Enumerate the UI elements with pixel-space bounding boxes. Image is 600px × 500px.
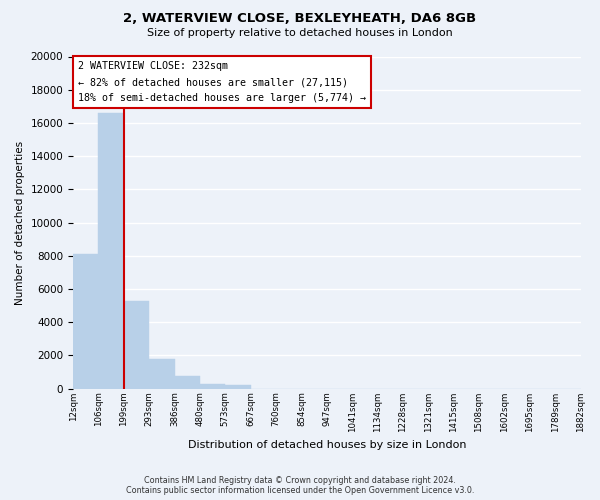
Y-axis label: Number of detached properties: Number of detached properties (15, 140, 25, 304)
Text: Size of property relative to detached houses in London: Size of property relative to detached ho… (147, 28, 453, 38)
Bar (124, 300, 149, 388)
Text: 2, WATERVIEW CLOSE, BEXLEYHEATH, DA6 8GB: 2, WATERVIEW CLOSE, BEXLEYHEATH, DA6 8GB (124, 12, 476, 26)
Bar (200, 384, 225, 388)
Bar (73, 254, 98, 388)
X-axis label: Distribution of detached houses by size in London: Distribution of detached houses by size … (188, 440, 466, 450)
Bar (149, 358, 175, 388)
Bar (175, 376, 200, 388)
Bar (225, 385, 251, 388)
Bar (98, 113, 124, 388)
Text: 2 WATERVIEW CLOSE: 232sqm
← 82% of detached houses are smaller (27,115)
18% of s: 2 WATERVIEW CLOSE: 232sqm ← 82% of detac… (78, 62, 366, 102)
Text: Contains HM Land Registry data © Crown copyright and database right 2024.
Contai: Contains HM Land Registry data © Crown c… (126, 476, 474, 495)
